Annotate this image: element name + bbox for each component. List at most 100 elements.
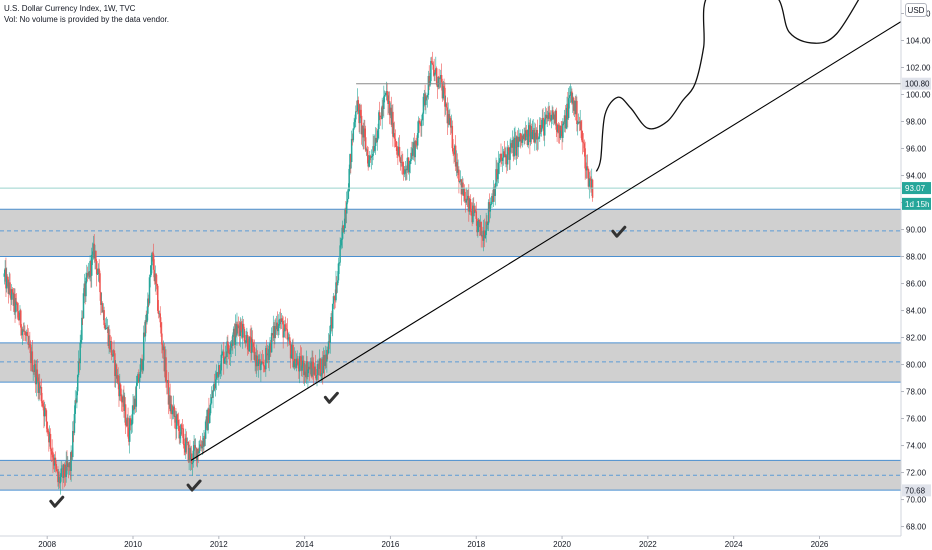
- candle-body: [115, 364, 118, 379]
- candle-body: [446, 107, 449, 124]
- candle-body: [375, 137, 378, 143]
- candle-body: [524, 133, 526, 141]
- candle-body: [9, 282, 11, 294]
- candle-body: [259, 359, 261, 370]
- candle-body: [302, 360, 304, 366]
- candle-body: [168, 395, 171, 405]
- candle-body: [298, 356, 301, 372]
- candle-body: [71, 451, 73, 458]
- candle-body: [364, 128, 366, 138]
- price-tag-label: 1d 15h: [905, 200, 929, 209]
- candle-body: [433, 69, 435, 76]
- candle-body: [216, 372, 218, 374]
- candle-body: [460, 179, 463, 195]
- candle-body: [113, 350, 115, 354]
- candle-body: [349, 154, 351, 169]
- candle-body: [557, 125, 559, 132]
- candle-body: [55, 464, 58, 470]
- time-tick-label: 2008: [38, 540, 56, 549]
- candle-body: [519, 133, 521, 142]
- candle-body: [458, 181, 461, 182]
- price-tick-label: 72.00: [906, 469, 927, 478]
- time-tick-label: 2020: [553, 540, 571, 549]
- candle-body: [278, 324, 280, 326]
- symbol-title[interactable]: U.S. Dollar Currency Index, 1W, TVC: [4, 4, 136, 13]
- candle-body: [312, 361, 314, 369]
- price-tick-label: 80.00: [906, 361, 927, 370]
- candle-body: [214, 379, 217, 389]
- candle-body: [238, 328, 241, 336]
- candle-body: [162, 346, 165, 351]
- candle-body: [493, 187, 496, 196]
- candle-body: [13, 293, 15, 306]
- candle-body: [275, 322, 278, 330]
- candle-body: [242, 323, 245, 329]
- candle-body: [496, 169, 498, 180]
- candle-body: [90, 261, 92, 276]
- candle-body: [245, 340, 247, 344]
- candle-body: [497, 162, 500, 174]
- candle-body: [320, 374, 322, 376]
- candle-body: [529, 126, 532, 143]
- candle-body: [406, 168, 408, 171]
- candle-body: [124, 404, 126, 411]
- candle-body: [402, 166, 405, 174]
- candle-body: [589, 178, 591, 180]
- candle-body: [370, 156, 373, 158]
- candle-body: [506, 147, 509, 165]
- candle-body: [146, 313, 148, 323]
- candle-body: [130, 424, 133, 426]
- candle-body: [230, 343, 232, 349]
- candle-body: [458, 169, 460, 182]
- candle-body: [529, 125, 531, 143]
- candle-body: [534, 132, 536, 143]
- candle-body: [17, 311, 20, 318]
- candle-body: [395, 141, 397, 148]
- candle-body: [378, 112, 380, 129]
- currency-button[interactable]: USD: [905, 3, 927, 17]
- candle-body: [553, 114, 556, 124]
- candle-body: [348, 168, 350, 192]
- candle-body: [194, 447, 197, 449]
- candle-body: [256, 355, 259, 367]
- candle-body: [104, 325, 106, 329]
- candle-body: [522, 135, 525, 140]
- candle-body: [213, 384, 215, 392]
- candle-body: [575, 100, 577, 115]
- candle-body: [217, 372, 219, 377]
- candle-body: [418, 120, 421, 123]
- candle-body: [308, 366, 311, 370]
- candle-body: [173, 406, 176, 417]
- candle-body: [518, 137, 520, 142]
- candle-body: [391, 111, 393, 125]
- candle-body: [191, 462, 194, 465]
- candle-body: [237, 325, 240, 329]
- candle-body: [85, 277, 87, 297]
- candle-body: [570, 91, 572, 96]
- candle-body: [579, 121, 581, 124]
- candle-body: [3, 273, 6, 277]
- candle-body: [284, 324, 286, 332]
- candle-body: [64, 476, 67, 478]
- candle-body: [289, 343, 292, 359]
- candle-body: [274, 326, 276, 338]
- candle-body: [256, 355, 258, 367]
- candle-body: [564, 115, 567, 129]
- candle-body: [185, 437, 188, 443]
- candle-body: [39, 387, 42, 389]
- candle-body: [469, 198, 472, 211]
- candle-body: [539, 125, 541, 137]
- candle-body: [528, 125, 530, 130]
- price-tick-label: 94.00: [906, 172, 927, 181]
- candle-body: [487, 202, 490, 224]
- candle-body: [586, 166, 588, 171]
- candle-body: [218, 365, 220, 377]
- candle-body: [94, 250, 96, 259]
- candle-body: [25, 332, 28, 336]
- candle-body: [420, 123, 422, 127]
- candle-body: [34, 364, 37, 385]
- candle-body: [455, 162, 458, 167]
- candle-body: [341, 225, 344, 239]
- candle-body: [75, 400, 77, 403]
